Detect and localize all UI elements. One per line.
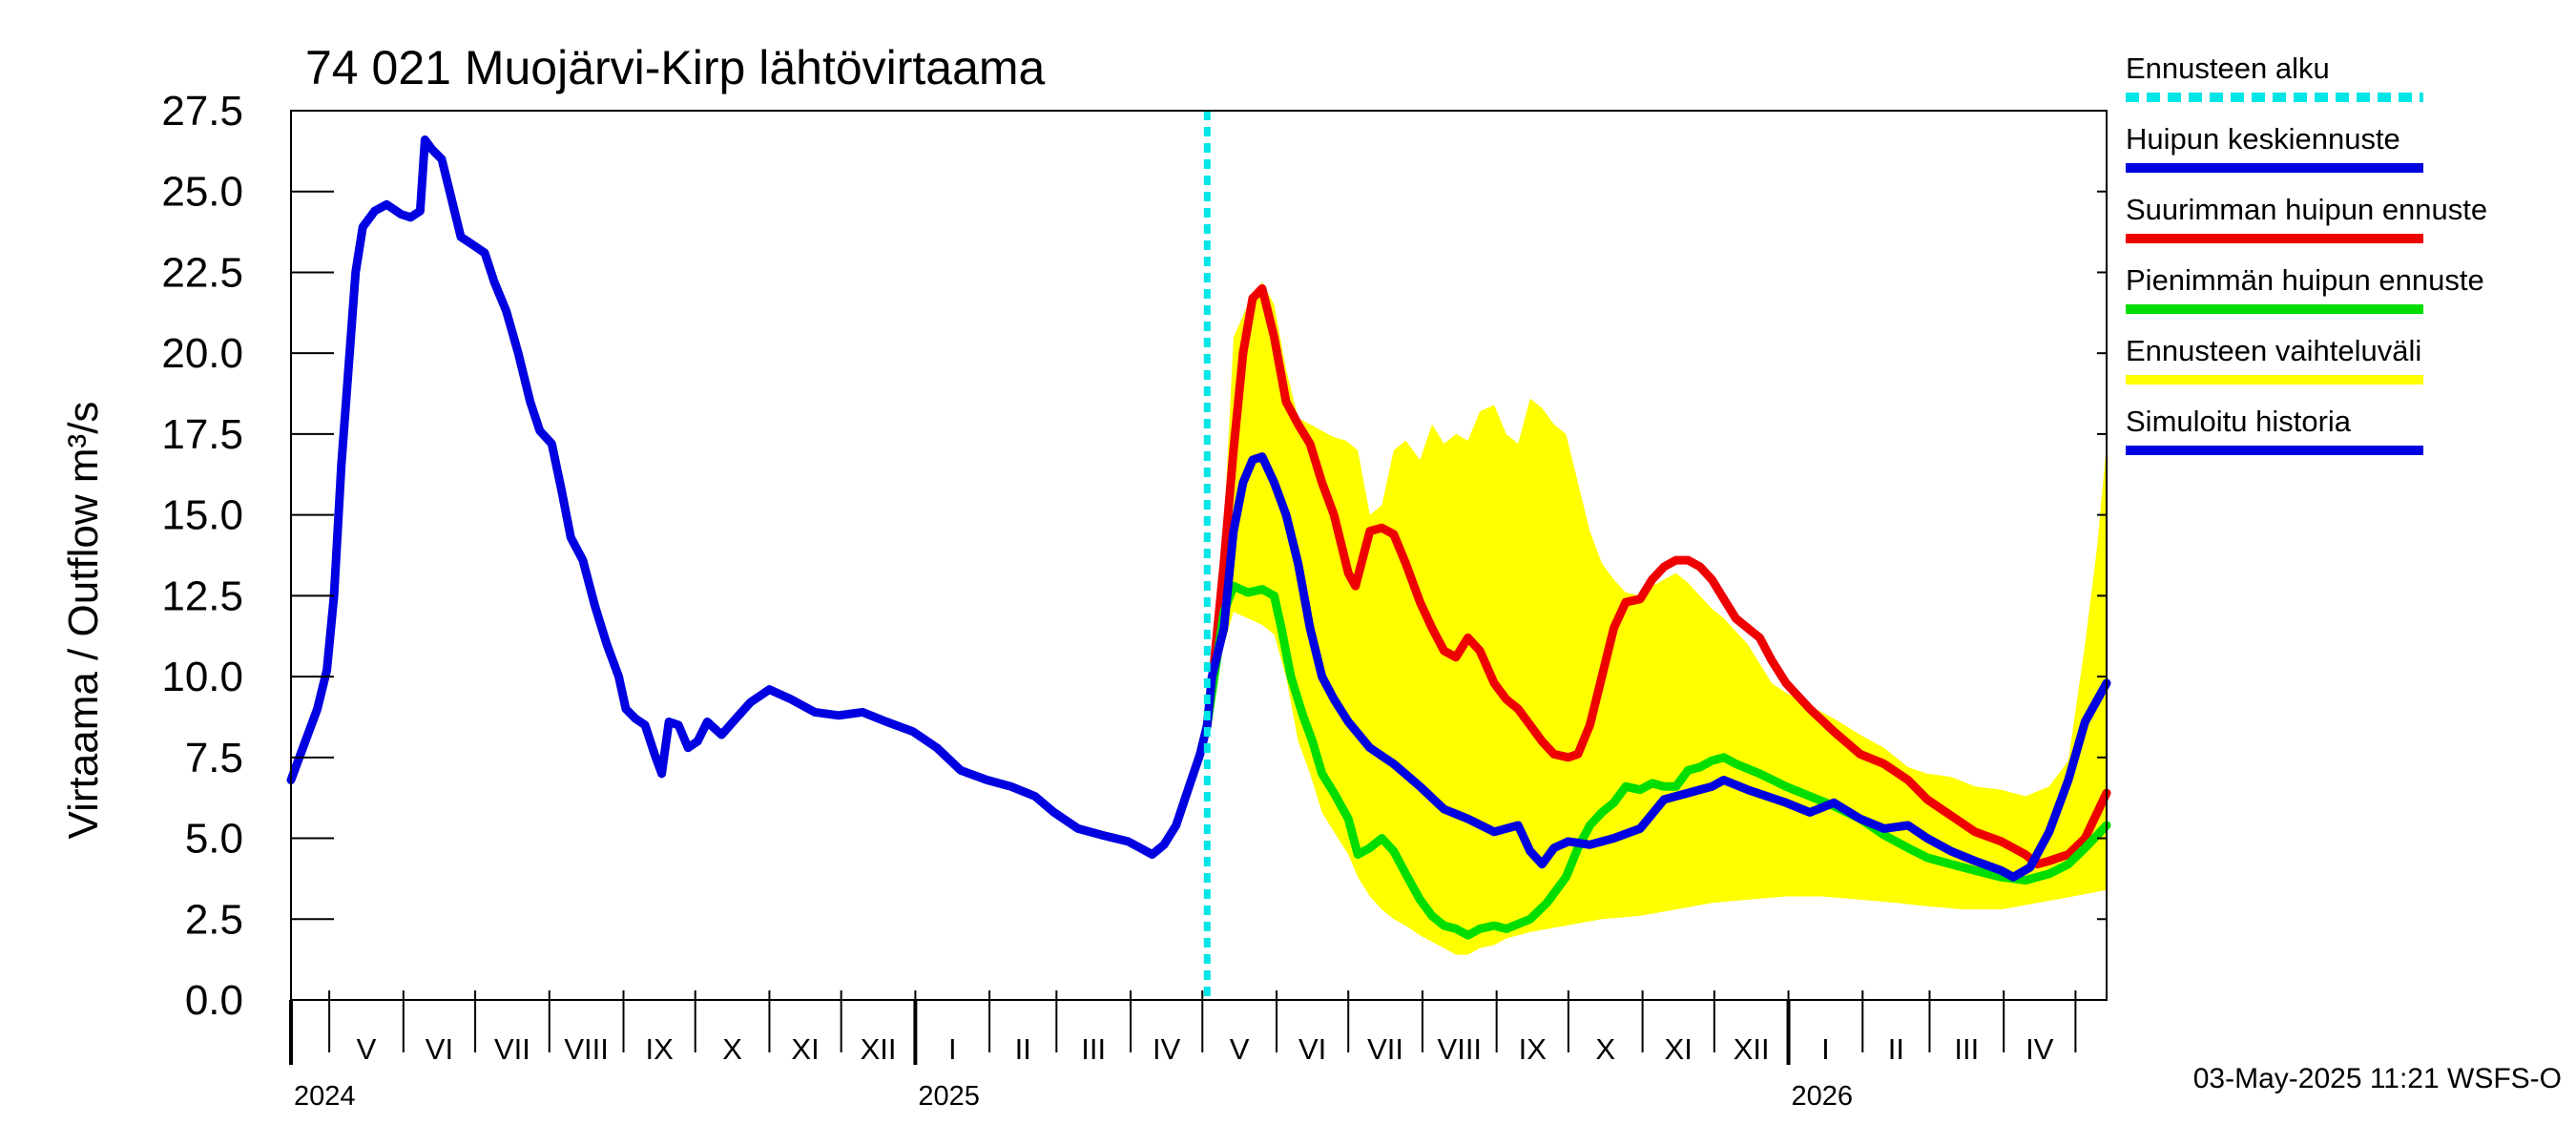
forecast-band-layer (1207, 281, 2107, 955)
month-label: VI (426, 1032, 453, 1066)
legend: Ennusteen alku Huipun keskiennuste Suurimm… (2126, 52, 2487, 455)
month-label: X (722, 1032, 742, 1066)
month-label: XI (1665, 1032, 1693, 1066)
forecast-range-band (1207, 281, 2107, 955)
month-label: XII (1734, 1032, 1770, 1066)
y-tick-label: 12.5 (161, 572, 243, 619)
series-line-pienimm-n-huipun-ennuste (1202, 581, 2111, 940)
month-label: VIII (564, 1032, 609, 1066)
y-tick-label: 7.5 (185, 735, 243, 781)
series-line-suurimman-huipun-ennuste (1202, 283, 2111, 869)
month-label: VII (1367, 1032, 1403, 1066)
month-label: IV (1153, 1032, 1181, 1066)
month-label: XI (791, 1032, 819, 1066)
month-label: XII (861, 1032, 897, 1066)
y-tick-label: 10.0 (161, 654, 243, 700)
legend-label: Pienimmän huipun ennuste (2126, 263, 2484, 297)
month-label: VII (494, 1032, 530, 1066)
month-label: I (948, 1032, 957, 1066)
y-tick-label: 5.0 (185, 816, 243, 863)
legend-label: Ennusteen vaihteluväli (2126, 334, 2421, 367)
month-label: IX (1519, 1032, 1548, 1066)
y-tick-label: 0.0 (185, 977, 243, 1024)
year-label: 2026 (1792, 1081, 1854, 1112)
y-tick-label: 25.0 (161, 169, 243, 216)
series-line-huipun-keskiennuste (1202, 452, 2111, 882)
month-label: VI (1298, 1032, 1326, 1066)
y-axis-label: Virtaama / Outflow m³/s (60, 402, 107, 840)
month-label: V (1230, 1032, 1250, 1066)
y-tick-label: 20.0 (161, 330, 243, 377)
y-tick-label: 17.5 (161, 411, 243, 458)
month-label: X (1595, 1032, 1615, 1066)
legend-label: Suurimman huipun ennuste (2126, 193, 2487, 226)
year-label: 2024 (294, 1081, 356, 1112)
plot-frame (290, 110, 2108, 1001)
chart-title: 74 021 Muojärvi-Kirp lähtövirtaama (305, 41, 1046, 94)
month-label: IV (2025, 1032, 2054, 1066)
timestamp-label: 03-May-2025 11:21 WSFS-O (2193, 1063, 2562, 1094)
x-axis: V VI VII VIII IX X XI XII I II III IV V VI VII VIII IX X X… (289, 990, 2077, 1112)
month-label: VIII (1438, 1032, 1483, 1066)
y-tick-label: 22.5 (161, 249, 243, 296)
legend-label: Ennusteen alku (2126, 52, 2330, 85)
month-label: V (357, 1032, 377, 1066)
y-tick-label: 15.0 (161, 492, 243, 539)
month-label: II (1015, 1032, 1031, 1066)
legend-label: Simuloitu historia (2126, 405, 2352, 438)
month-label: I (1821, 1032, 1830, 1066)
month-label: II (1888, 1032, 1904, 1066)
month-label: III (1081, 1032, 1106, 1066)
series-line-simuloitu-historia (286, 135, 1212, 859)
month-label: IX (645, 1032, 674, 1066)
y-tick-label: 27.5 (161, 88, 243, 135)
year-label: 2025 (918, 1081, 980, 1112)
series-layer (286, 135, 2111, 940)
y-axis: 0.0 2.5 5.0 7.5 10.0 12.5 15.0 17.5 20.0 22.5 25.0… (161, 88, 2107, 1024)
y-tick-label: 2.5 (185, 896, 243, 943)
month-label: III (1954, 1032, 1979, 1066)
legend-label: Huipun keskiennuste (2126, 122, 2400, 156)
